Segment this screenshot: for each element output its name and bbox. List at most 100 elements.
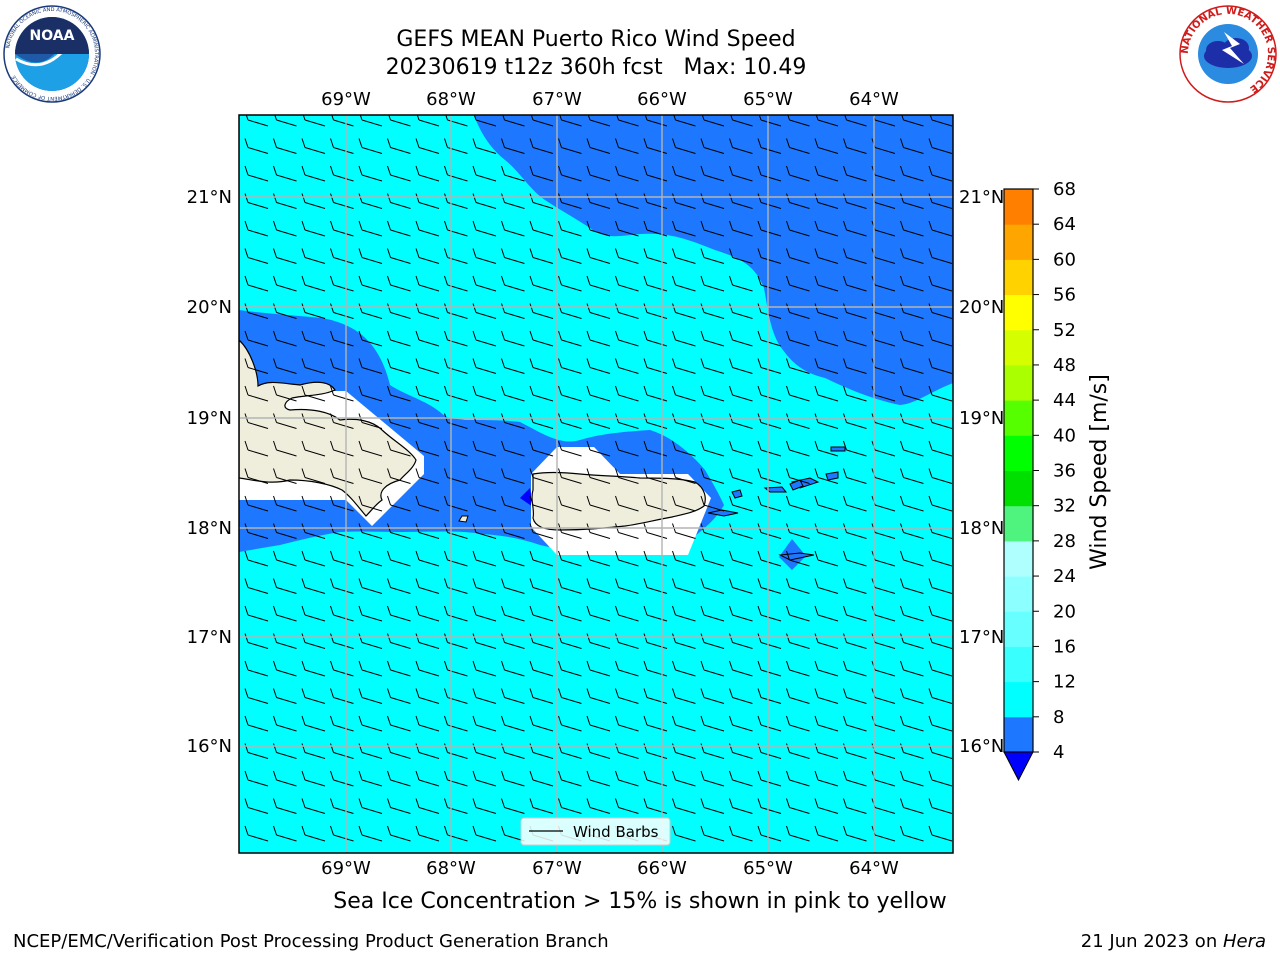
wind-barb	[472, 440, 497, 457]
wind-barb	[244, 330, 269, 347]
wind-barb	[358, 743, 383, 759]
wind-barb	[700, 385, 725, 402]
lat-label-left: 20°N	[187, 297, 232, 318]
colorbar-segment	[1004, 364, 1033, 401]
wind-barb	[786, 550, 810, 567]
wind-barb	[700, 578, 725, 594]
wind-barb	[415, 303, 440, 319]
wind-barb	[387, 578, 411, 594]
lon-label-top: 69°W	[321, 89, 371, 110]
wind-barb	[757, 770, 782, 787]
wind-barb	[843, 578, 867, 594]
wind-barb	[244, 688, 269, 704]
wind-barb	[387, 605, 411, 622]
wind-barb	[729, 825, 753, 842]
wind-barb	[843, 770, 867, 787]
wind-barb	[900, 633, 924, 649]
wind-barb	[501, 605, 525, 622]
wind-barb	[330, 138, 354, 154]
wind-barb	[900, 330, 924, 347]
wind-barb	[330, 495, 354, 512]
wind-barb	[928, 798, 953, 814]
wind-barb	[843, 633, 867, 649]
wind-barb	[387, 358, 411, 374]
wind-barb	[814, 440, 839, 457]
wind-barb	[843, 715, 867, 732]
wind-barb	[643, 330, 668, 347]
wind-barb	[786, 688, 810, 704]
wind-barb	[472, 605, 497, 622]
wind-barb	[586, 578, 611, 594]
wind-barb	[415, 743, 440, 759]
wind-barb	[757, 138, 782, 154]
wind-barb	[330, 770, 354, 787]
wind-barb	[415, 358, 440, 374]
wind-barb	[301, 358, 326, 374]
wind-barb	[643, 385, 668, 402]
colorbar-segment	[1004, 259, 1033, 296]
lon-label-bottom: 64°W	[849, 858, 899, 879]
wind-barb	[615, 715, 639, 732]
wind-barb	[757, 578, 782, 594]
lon-label-bottom: 65°W	[743, 858, 793, 879]
wind-barb	[814, 825, 839, 842]
wind-barb	[273, 193, 297, 209]
wind-barb	[615, 358, 639, 374]
wind-barb	[900, 825, 924, 842]
wind-barb	[643, 468, 668, 484]
wind-barb	[757, 550, 782, 567]
wind-barb	[529, 495, 554, 512]
wind-barb	[301, 440, 326, 457]
wind-barb	[529, 165, 554, 182]
wind-barb	[643, 770, 668, 787]
wind-barb	[529, 715, 554, 732]
wind-barb	[586, 550, 611, 567]
wind-barb	[786, 275, 810, 292]
wind-barb	[501, 495, 525, 512]
wind-barb	[387, 468, 411, 484]
wind-barb	[529, 275, 554, 292]
wind-barb	[643, 578, 668, 594]
wind-barb	[900, 220, 924, 237]
lat-label-right: 20°N	[959, 297, 1004, 318]
wind-barb	[301, 578, 326, 594]
wind-barb	[529, 605, 554, 622]
chart-title: GEFS MEAN Puerto Rico Wind Speed 2023061…	[386, 26, 807, 82]
wind-barb	[900, 743, 924, 759]
colorbar-segment	[1004, 646, 1033, 683]
wind-barb	[615, 660, 639, 677]
wind-barb	[244, 220, 269, 237]
wind-barb	[301, 660, 326, 677]
wind-barb	[529, 550, 554, 567]
wind-barb	[301, 688, 326, 704]
wind-barb	[615, 193, 639, 209]
wind-barb	[358, 495, 383, 512]
wind-barb	[330, 330, 354, 347]
wind-barb	[643, 660, 668, 677]
wind-barb	[244, 275, 269, 292]
wind-barb	[900, 495, 924, 512]
footer-date: 21 Jun 2023 on Hera	[1081, 931, 1266, 952]
wind-barb	[757, 220, 782, 237]
wind-barb	[387, 770, 411, 787]
title-line-1: GEFS MEAN Puerto Rico Wind Speed	[396, 27, 796, 52]
wind-barb	[273, 358, 297, 374]
wind-barb	[843, 138, 867, 154]
wind-barb	[843, 275, 867, 292]
wind-barb	[928, 193, 953, 209]
wind-barb	[501, 358, 525, 374]
wind-barb	[672, 550, 696, 567]
colorbar-tick-label: 28	[1053, 531, 1076, 552]
wind-barb	[244, 385, 269, 402]
wind-barb	[330, 303, 354, 319]
wind-barb	[501, 633, 525, 649]
wind-barb	[330, 825, 354, 842]
wind-barb	[301, 798, 326, 814]
wind-barb	[729, 275, 753, 292]
wind-barb	[814, 660, 839, 677]
wind-barb	[330, 440, 354, 457]
wind-barb	[643, 275, 668, 292]
wind-barb	[615, 440, 639, 457]
wind-barb	[928, 468, 953, 484]
wind-barb	[358, 248, 383, 264]
